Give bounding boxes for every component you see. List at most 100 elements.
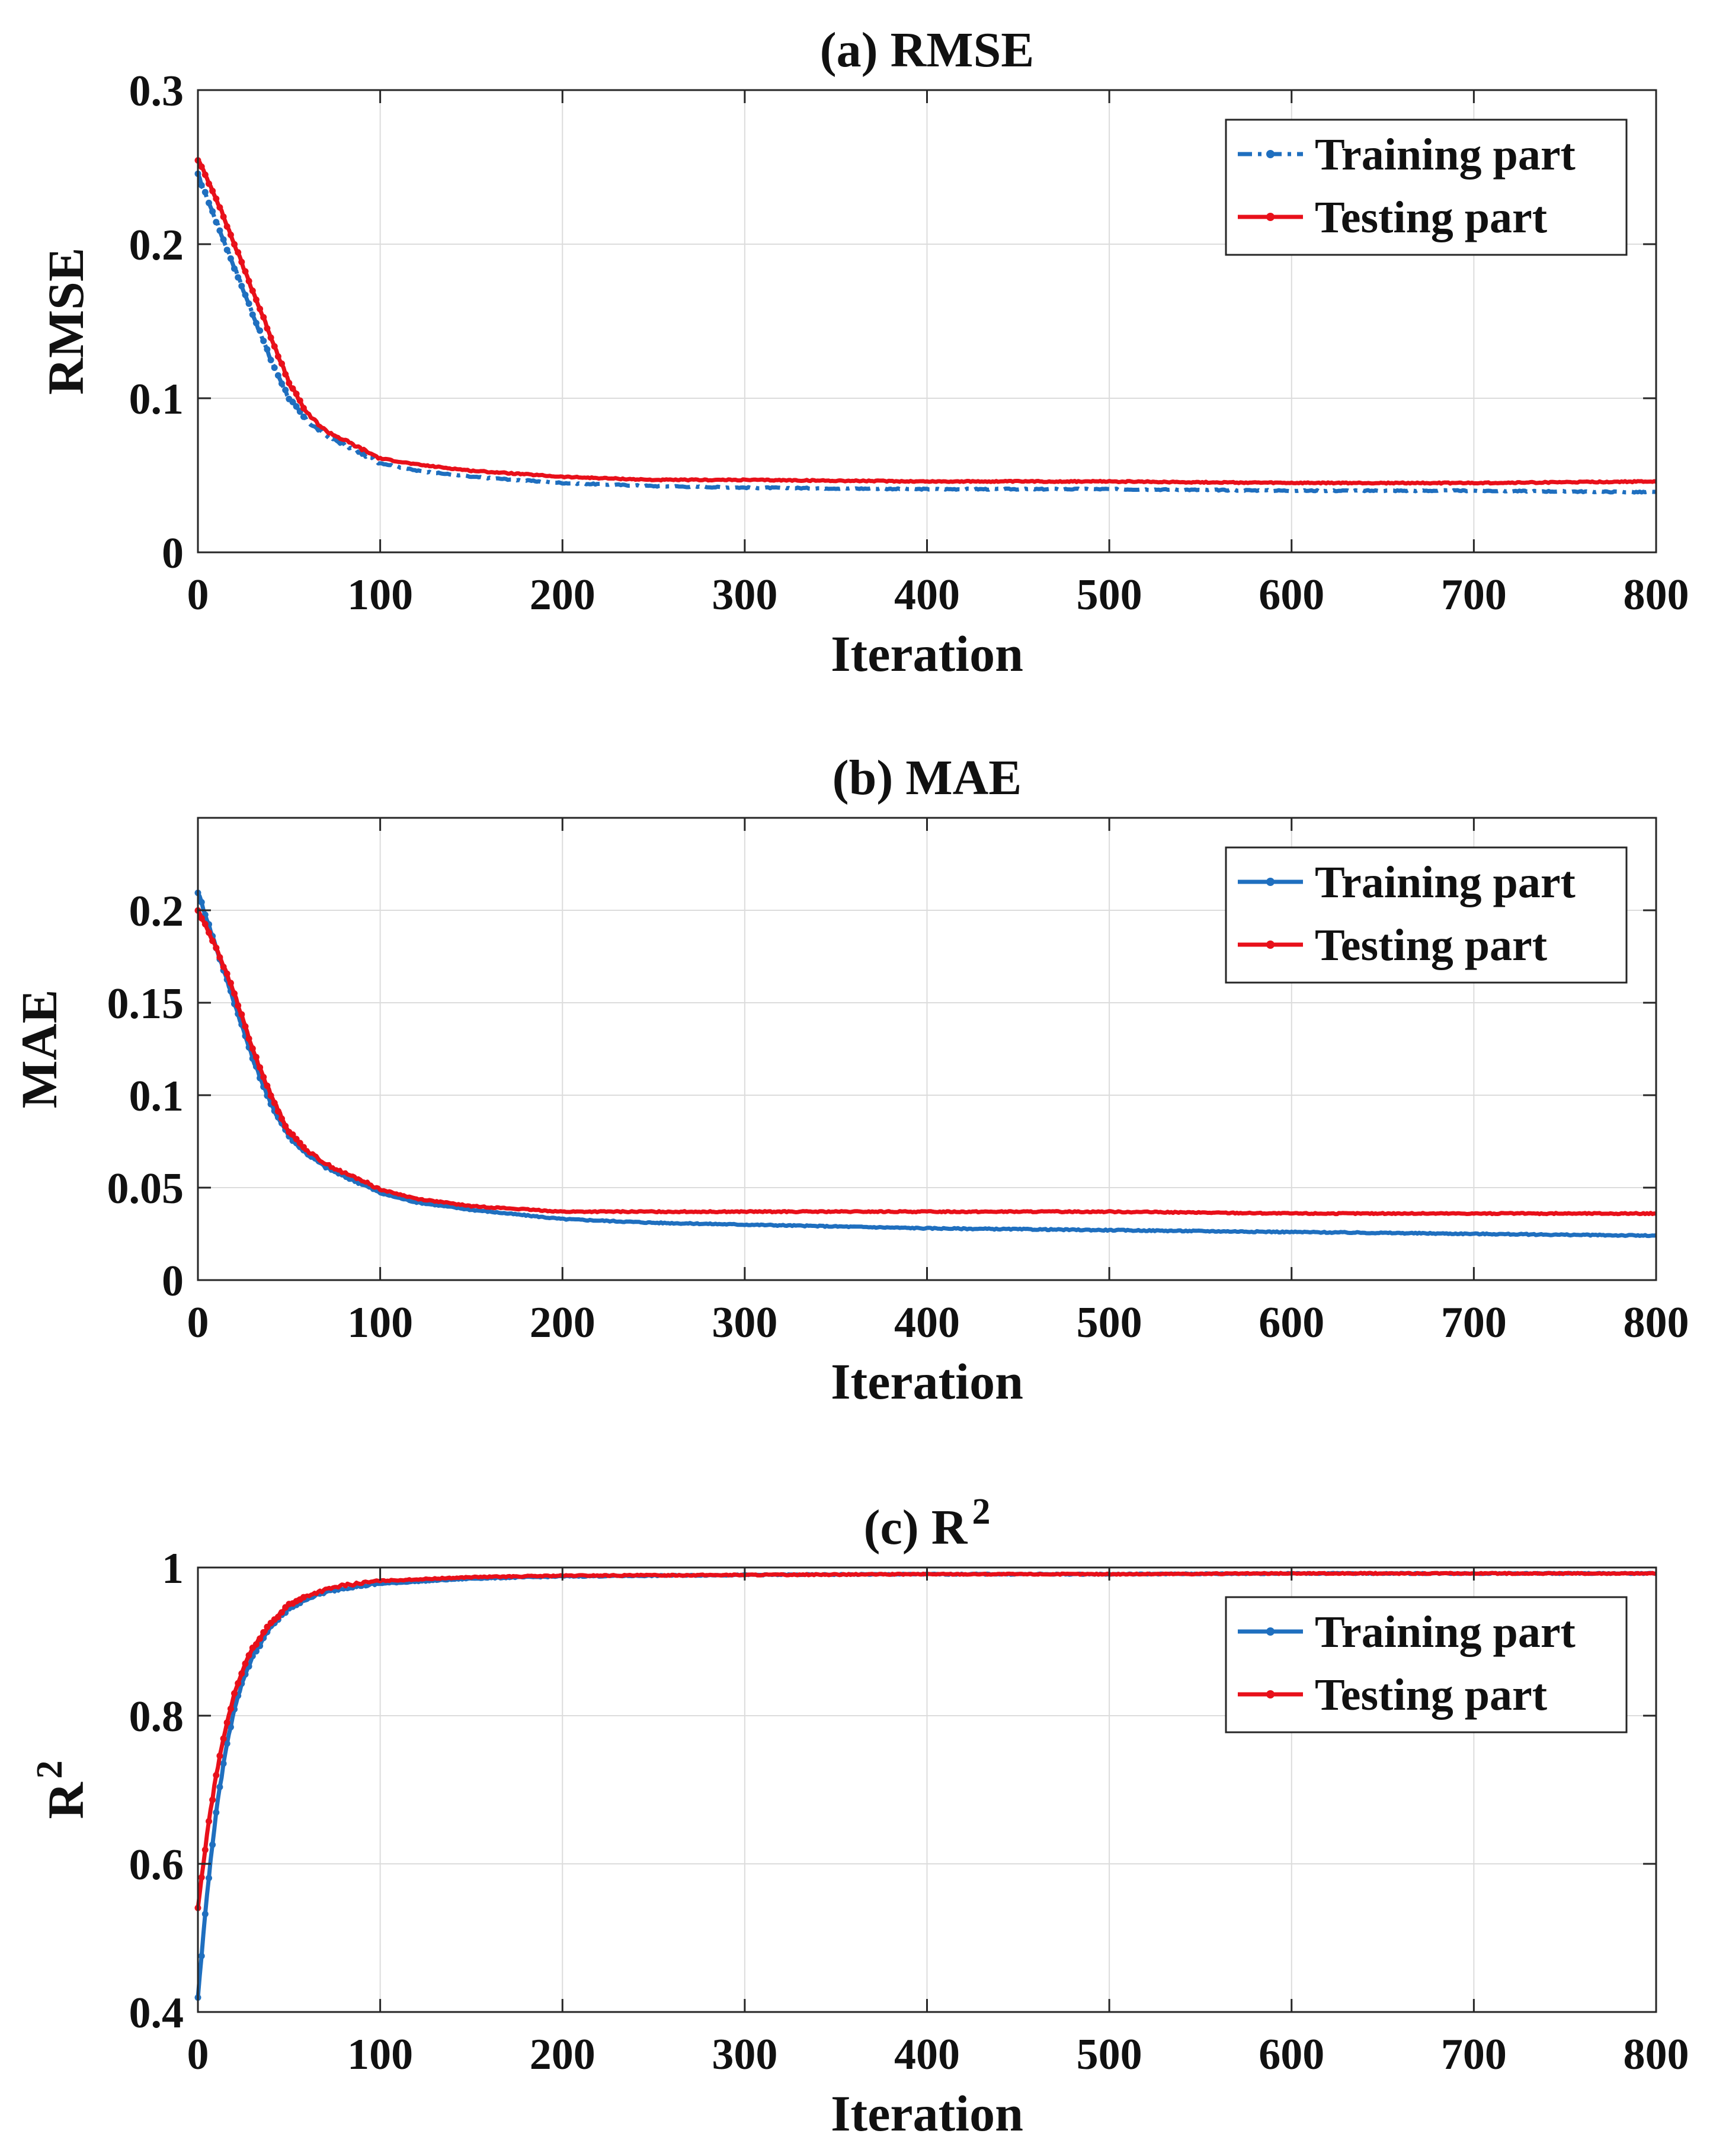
r2-x-tick-label: 800 <box>1624 2030 1689 2079</box>
mae-series-testing-marker <box>267 1092 274 1099</box>
mae-x-tick-label: 800 <box>1624 1298 1689 1347</box>
rmse-y-tick-label: 0.2 <box>129 221 184 270</box>
mae-series-testing-marker <box>220 964 227 970</box>
rmse-series-training-marker <box>289 398 296 405</box>
r2-series-testing-marker <box>209 1796 216 1803</box>
mae-x-tick-label: 400 <box>894 1298 960 1347</box>
rmse-x-axis-label: Iteration <box>831 625 1023 682</box>
r2-chart: 0 100 200 300 400 500 600 700 800 0.4 0.6 0.8 1 (c) R… <box>30 1492 1689 2142</box>
r2-series-training-marker <box>213 1809 220 1816</box>
mae-series-testing-marker <box>260 1074 267 1080</box>
mae-y-axis-label: MAE <box>11 990 68 1109</box>
r2-series-testing-marker <box>213 1772 220 1778</box>
mae-series-testing-marker <box>238 1011 245 1018</box>
r2-x-tick-label: 0 <box>187 2030 209 2079</box>
mae-series-testing-marker <box>264 1082 271 1089</box>
rmse-series-testing-line <box>196 159 1657 486</box>
r2-series-training-marker <box>206 1874 212 1882</box>
mae-series-testing-line <box>196 909 1657 1217</box>
rmse-series-training-marker <box>201 188 209 196</box>
rmse-series-training-marker <box>267 357 274 363</box>
rmse-series-testing-marker <box>198 163 205 170</box>
rmse-series-testing-marker <box>264 325 271 332</box>
rmse-x-tick-label: 200 <box>530 571 595 619</box>
rmse-legend-training-marker <box>1266 150 1275 158</box>
r2-legend-training-label: Training part <box>1315 1607 1576 1657</box>
rmse-series-testing-marker <box>223 223 230 230</box>
mae-title-text: (b) MAE <box>833 750 1022 805</box>
r2-x-tick-label: 600 <box>1259 2030 1324 2079</box>
rmse-series-testing-marker <box>227 231 234 238</box>
rmse-series-training-marker <box>206 199 212 206</box>
rmse-series-training-marker <box>213 219 220 226</box>
mae-title: (b) MAE <box>833 750 1022 805</box>
rmse-series-testing-marker <box>267 334 274 341</box>
rmse-x-tick-label: 500 <box>1077 571 1142 619</box>
mae-legend-testing-marker <box>1266 941 1275 949</box>
rmse-y-tick-label: 0.1 <box>129 375 184 424</box>
r2-series-testing-marker <box>300 1594 307 1601</box>
r2-title-superscript: 2 <box>972 1492 990 1532</box>
rmse-series-testing-marker <box>282 371 289 378</box>
rmse-series-training-marker <box>260 337 267 344</box>
mae-x-tick-label: 100 <box>347 1298 413 1347</box>
rmse-series-training-marker <box>235 274 242 281</box>
rmse-series-testing-marker <box>274 353 281 360</box>
rmse-series-training-marker <box>209 208 216 215</box>
r2-x-tick-label: 300 <box>712 2030 777 2079</box>
rmse-title: (a) RMSE <box>820 23 1035 78</box>
r2-title-text: (c) R <box>864 1500 968 1555</box>
rmse-x-tick-label: 800 <box>1624 571 1689 619</box>
r2-series-testing-marker <box>257 1635 264 1642</box>
mae-series-testing-marker <box>216 954 223 961</box>
mae-series-testing-marker <box>271 1099 278 1106</box>
mae-series-testing-marker <box>209 938 216 945</box>
r2-series-testing-marker <box>245 1652 252 1659</box>
rmse-series-testing-marker <box>201 171 209 178</box>
rmse-series-training-marker <box>245 300 252 307</box>
r2-legend-training-marker <box>1266 1627 1275 1636</box>
r2-y-axis-label-text: R <box>37 1782 94 1819</box>
rmse-series-training-marker <box>282 386 289 394</box>
rmse-series-training-marker <box>300 413 307 420</box>
r2-legend-testing-marker <box>1266 1690 1275 1698</box>
r2-series-testing-marker <box>216 1752 223 1760</box>
r2-x-tick-label: 100 <box>347 2030 413 2079</box>
rmse-series-testing-marker <box>289 385 296 392</box>
r2-legend-testing-label: Testing part <box>1315 1670 1547 1720</box>
mae-series-testing-marker <box>278 1115 285 1122</box>
r2-x-axis-label: Iteration <box>831 2085 1023 2142</box>
mae-x-tick-label: 0 <box>187 1298 209 1347</box>
rmse-series-training-marker <box>223 247 230 254</box>
rmse-series-testing-marker <box>293 391 300 398</box>
mae-y-tick-label: 0.05 <box>107 1165 184 1213</box>
rmse-series-testing-marker <box>231 241 238 248</box>
mae-x-tick-label: 700 <box>1441 1298 1507 1347</box>
mae-legend-testing-label: Testing part <box>1315 920 1547 970</box>
rmse-legend-training-label: Training part <box>1315 130 1576 180</box>
rmse-legend-testing-label: Testing part <box>1315 193 1547 242</box>
mae-y-tick-label: 0.1 <box>129 1072 184 1121</box>
rmse-series-training-marker <box>198 182 205 189</box>
mae-series-testing-marker <box>289 1131 296 1138</box>
mae-series-testing-marker <box>198 914 205 922</box>
mae-x-tick-label: 300 <box>712 1298 777 1347</box>
rmse-series-testing-marker <box>220 213 227 220</box>
rmse-series-testing-marker <box>260 314 267 321</box>
mae-y-tick-label: 0.15 <box>107 980 184 1028</box>
r2-y-axis-label: R2 <box>30 1760 94 1819</box>
mae-series-testing-marker <box>245 1035 252 1042</box>
rmse-x-tick-label: 100 <box>347 571 413 619</box>
mae-series-training-line <box>196 891 1657 1239</box>
r2-legend: Training part Testing part <box>1225 1596 1628 1733</box>
r2-series-testing-marker <box>231 1690 238 1697</box>
rmse-series-testing-marker <box>278 360 285 367</box>
r2-series-testing-marker <box>235 1680 242 1687</box>
mae-legend-training-label: Training part <box>1315 858 1576 907</box>
r2-series-testing-marker <box>252 1641 260 1648</box>
r2-y-axis-label-superscript: 2 <box>30 1760 70 1778</box>
r2-series-training-marker <box>201 1911 209 1918</box>
rmse-series-training-marker <box>249 311 256 318</box>
rmse-series-training-marker <box>231 265 238 272</box>
